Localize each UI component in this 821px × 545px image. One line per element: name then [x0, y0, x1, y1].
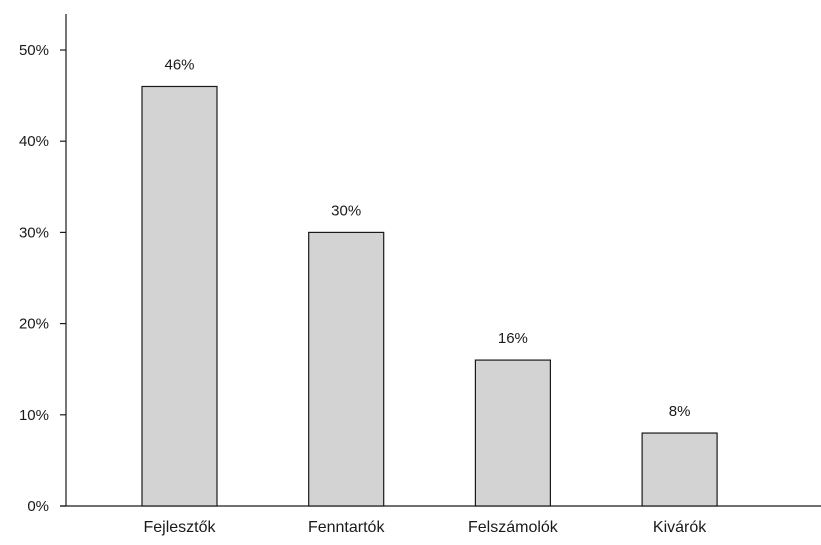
y-tick-label: 10%: [19, 407, 49, 424]
x-tick-label: Kivárók: [653, 519, 707, 536]
y-axis: 0% 10% 20% 30% 40% 50%: [19, 14, 67, 515]
bar: [141, 85, 218, 507]
y-tick-label: 50%: [19, 42, 49, 59]
value-label: 46%: [164, 56, 194, 73]
value-label: 16%: [498, 330, 528, 347]
y-tick-label: 0%: [27, 498, 49, 515]
x-axis: Fejlesztők Fenntartók Felszámolók Kivárók: [60, 505, 821, 536]
x-tick-label: Felszámolók: [468, 519, 559, 536]
x-tick-label: Fenntartók: [308, 519, 385, 536]
value-label: 30%: [331, 202, 361, 219]
bar: [474, 359, 551, 507]
bar: [641, 432, 718, 507]
value-labels: 46% 30% 16% 8%: [164, 56, 690, 420]
x-tick-label: Fejlesztők: [143, 519, 216, 536]
bars: [141, 85, 718, 507]
y-tick-label: 30%: [19, 224, 49, 241]
y-tick-label: 40%: [19, 133, 49, 150]
y-tick-label: 20%: [19, 316, 49, 333]
value-label: 8%: [669, 403, 691, 420]
bar: [308, 231, 385, 507]
